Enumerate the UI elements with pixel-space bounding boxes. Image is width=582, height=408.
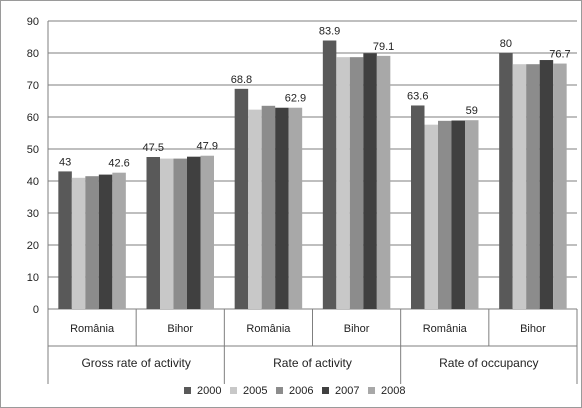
bar <box>173 158 187 309</box>
bar <box>553 63 567 310</box>
bars <box>58 40 567 310</box>
legend-swatch <box>276 387 283 394</box>
legend-label: 2007 <box>335 385 359 397</box>
data-label: 62.9 <box>285 93 306 105</box>
bar <box>349 57 364 309</box>
bar <box>376 55 391 309</box>
bar <box>322 40 337 310</box>
data-label: 80 <box>500 38 512 50</box>
bar <box>234 88 249 309</box>
bar <box>275 107 289 309</box>
legend-label: 2000 <box>197 385 221 397</box>
bar <box>539 60 554 309</box>
data-label: 63.6 <box>407 90 428 102</box>
y-tick-label: 80 <box>27 48 39 60</box>
bar <box>424 124 438 310</box>
y-tick-label: 50 <box>27 144 39 156</box>
y-tick-label: 20 <box>27 240 39 252</box>
category-label: România <box>246 323 291 335</box>
bar <box>438 120 452 309</box>
bar <box>451 120 465 310</box>
legend-label: 2008 <box>381 385 405 397</box>
category-label: Bihor <box>520 323 546 335</box>
group-label: Gross rate of activity <box>81 356 190 370</box>
axes: 0 10 20 30 40 50 60 70 80 90 România Bihor România Bi… <box>27 16 578 384</box>
y-tick-label: 40 <box>27 176 39 188</box>
data-label: 42.6 <box>108 158 129 170</box>
data-label: 76.7 <box>549 49 570 61</box>
category-label: Bihor <box>167 323 193 335</box>
data-label: 68.8 <box>231 74 252 86</box>
bar <box>200 155 214 309</box>
bar <box>363 53 377 309</box>
data-label: 47.5 <box>143 142 164 154</box>
category-label: România <box>70 323 115 335</box>
bar <box>58 171 72 309</box>
y-tick-label: 30 <box>27 208 39 220</box>
bar <box>98 174 113 309</box>
bar <box>187 156 201 309</box>
legend: 2000 2005 2006 2007 2008 <box>184 385 405 397</box>
legend-swatch <box>368 387 375 394</box>
data-label: 43 <box>59 156 71 168</box>
bar <box>465 120 479 309</box>
y-tick-label: 0 <box>33 304 39 316</box>
legend-swatch <box>184 387 191 394</box>
category-label: România <box>423 323 468 335</box>
y-tick-label: 70 <box>27 80 39 92</box>
bar <box>411 105 425 309</box>
data-label: 79.1 <box>373 41 394 53</box>
bar <box>261 105 276 309</box>
legend-swatch <box>322 387 329 394</box>
bar <box>112 172 126 309</box>
legend-swatch <box>230 387 237 394</box>
legend-label: 2006 <box>289 385 313 397</box>
bar <box>71 177 86 309</box>
bar <box>288 107 303 309</box>
legend-label: 2005 <box>243 385 267 397</box>
y-tick-label: 10 <box>27 272 39 284</box>
bar <box>336 57 350 309</box>
bar <box>512 64 527 309</box>
y-tick-label: 60 <box>27 112 39 124</box>
group-label: Rate of occupancy <box>439 356 538 370</box>
bar <box>248 109 262 309</box>
y-tick-label: 90 <box>27 16 39 28</box>
group-label: Rate of activity <box>273 356 352 370</box>
data-label: 47.9 <box>197 141 218 153</box>
bar <box>85 176 99 309</box>
data-label: 59 <box>466 105 478 117</box>
data-label: 83.9 <box>319 26 340 38</box>
bar <box>499 53 513 309</box>
bar <box>160 158 174 309</box>
bar <box>526 64 540 309</box>
data-labels: 43 42.6 47.5 47.9 68.8 62.9 83.9 79.1 63.6 59 80 76… <box>59 26 571 170</box>
bar <box>146 157 160 309</box>
category-label: Bihor <box>344 323 370 335</box>
